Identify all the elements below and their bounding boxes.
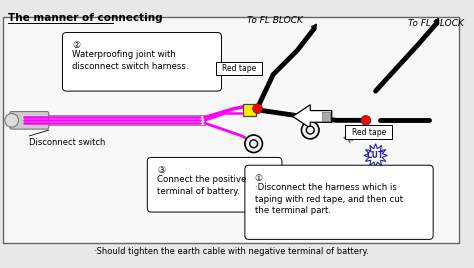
Circle shape xyxy=(361,116,371,125)
Text: ·Should tighten the earth cable with negative terminal of battery.: ·Should tighten the earth cable with neg… xyxy=(94,247,369,256)
Text: Waterproofing joint with
disconnect switch harness.: Waterproofing joint with disconnect swit… xyxy=(72,50,189,71)
Polygon shape xyxy=(292,105,332,128)
Text: To FL BLOCK: To FL BLOCK xyxy=(408,19,464,28)
Text: To FL BLOCK: To FL BLOCK xyxy=(247,16,303,25)
Circle shape xyxy=(5,114,18,127)
FancyBboxPatch shape xyxy=(346,125,392,139)
Text: ①: ① xyxy=(255,174,263,183)
FancyBboxPatch shape xyxy=(245,165,433,239)
FancyBboxPatch shape xyxy=(63,32,221,91)
FancyBboxPatch shape xyxy=(147,157,282,212)
FancyBboxPatch shape xyxy=(10,111,49,129)
Circle shape xyxy=(253,104,263,114)
Text: ✂: ✂ xyxy=(338,132,355,148)
Circle shape xyxy=(306,126,314,134)
Polygon shape xyxy=(364,144,387,167)
Text: ③: ③ xyxy=(157,166,165,175)
FancyBboxPatch shape xyxy=(243,104,255,116)
FancyBboxPatch shape xyxy=(3,17,458,243)
Text: ·Disconnect the harness which is
taping with red tape, and then cut
the terminal: ·Disconnect the harness which is taping … xyxy=(255,183,403,215)
Text: ②: ② xyxy=(72,41,80,50)
Circle shape xyxy=(301,121,319,139)
Text: Disconnect switch: Disconnect switch xyxy=(29,138,106,147)
Text: Red tape: Red tape xyxy=(222,64,256,73)
Text: The manner of connecting: The manner of connecting xyxy=(8,13,163,23)
Circle shape xyxy=(245,135,263,152)
Text: Red tape: Red tape xyxy=(352,128,386,137)
FancyBboxPatch shape xyxy=(216,62,263,76)
Text: CUT: CUT xyxy=(367,151,384,160)
FancyBboxPatch shape xyxy=(322,111,330,121)
FancyBboxPatch shape xyxy=(19,116,205,125)
Text: Connect the positive
terminal of battery.: Connect the positive terminal of battery… xyxy=(157,175,246,196)
Circle shape xyxy=(250,140,257,148)
